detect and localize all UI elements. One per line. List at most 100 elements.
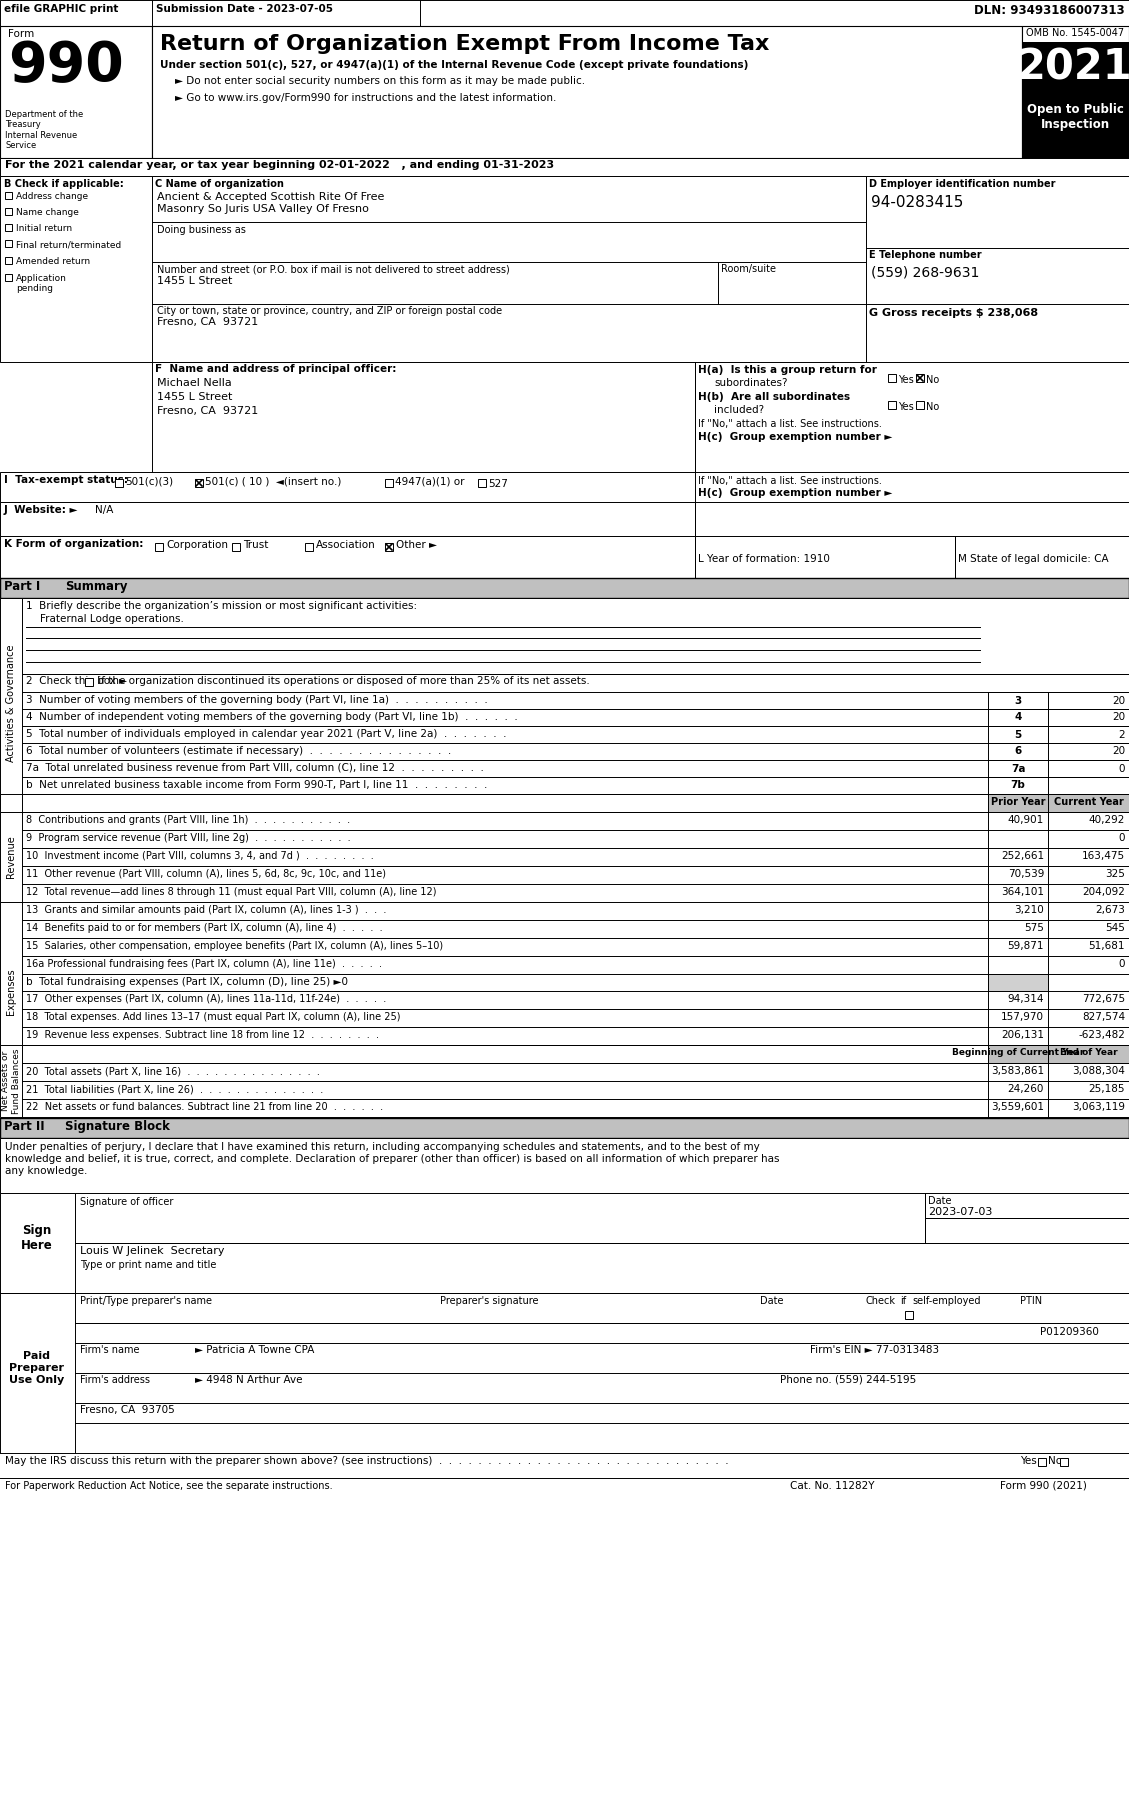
Bar [905, 1312, 913, 1319]
Text: 18  Total expenses. Add lines 13–17 (must equal Part IX, column (A), line 25): 18 Total expenses. Add lines 13–17 (must… [26, 1012, 401, 1021]
Bar [0, 902, 21, 1081]
Text: Date: Date [928, 1195, 952, 1206]
Bar [889, 374, 896, 383]
Text: H(a)  Is this a group return for: H(a) Is this a group return for [698, 365, 877, 375]
Text: 2  Check this box ►: 2 Check this box ► [26, 677, 128, 686]
Bar [21, 1045, 988, 1063]
Text: For Paperwork Reduction Act Notice, see the separate instructions.: For Paperwork Reduction Act Notice, see … [5, 1480, 333, 1491]
Text: 3  Number of voting members of the governing body (Part VI, line 1a)  .  .  .  .: 3 Number of voting members of the govern… [26, 695, 488, 706]
Bar [988, 691, 1048, 709]
Text: ► 4948 N Arthur Ave: ► 4948 N Arthur Ave [195, 1375, 303, 1386]
Text: 20: 20 [1112, 695, 1124, 706]
Text: (559) 268-9631: (559) 268-9631 [870, 265, 979, 279]
Text: Michael Nella: Michael Nella [157, 377, 231, 388]
Bar [988, 726, 1048, 744]
Text: Louis W Jelinek  Secretary: Louis W Jelinek Secretary [80, 1246, 225, 1255]
Text: 772,675: 772,675 [1082, 994, 1124, 1003]
Text: 2023-07-03: 2023-07-03 [928, 1206, 992, 1217]
Text: 4: 4 [1014, 713, 1022, 722]
Bar [988, 795, 1048, 813]
Bar [385, 542, 393, 551]
Text: Summary: Summary [65, 580, 128, 593]
Bar [916, 374, 924, 383]
Bar [5, 274, 12, 281]
Text: 10  Investment income (Part VIII, columns 3, 4, and 7d )  .  .  .  .  .  .  .  .: 10 Investment income (Part VIII, columns… [26, 851, 374, 862]
Bar [115, 479, 123, 486]
Bar [1048, 1045, 1129, 1063]
Text: Other ►: Other ► [396, 541, 437, 550]
Text: Activities & Governance: Activities & Governance [6, 644, 16, 762]
Text: Form 990 (2021): Form 990 (2021) [1000, 1480, 1087, 1491]
Text: 19  Revenue less expenses. Subtract line 18 from line 12  .  .  .  .  .  .  .  .: 19 Revenue less expenses. Subtract line … [26, 1030, 379, 1039]
Bar [155, 542, 163, 551]
Text: 827,574: 827,574 [1082, 1012, 1124, 1021]
Text: I  Tax-exempt status:: I Tax-exempt status: [5, 475, 128, 484]
Text: Print/Type preparer's name: Print/Type preparer's name [80, 1295, 212, 1306]
Bar [695, 363, 1129, 472]
Text: 3,583,861: 3,583,861 [991, 1067, 1044, 1076]
Text: 8  Contributions and grants (Part VIII, line 1h)  .  .  .  .  .  .  .  .  .  .  : 8 Contributions and grants (Part VIII, l… [26, 814, 350, 825]
Text: Phone no. (559) 244-5195: Phone no. (559) 244-5195 [780, 1375, 917, 1386]
Text: D Employer identification number: D Employer identification number [869, 180, 1056, 189]
Text: Fresno, CA  93705: Fresno, CA 93705 [80, 1406, 175, 1415]
Text: 51,681: 51,681 [1088, 941, 1124, 951]
Bar [1048, 709, 1129, 726]
Bar [0, 1045, 21, 1117]
Bar [988, 709, 1048, 726]
Text: included?: included? [714, 405, 764, 415]
Text: 94-0283415: 94-0283415 [870, 194, 963, 210]
Bar [0, 579, 1129, 599]
Text: Trust: Trust [243, 541, 269, 550]
Text: G Gross receipts $ 238,068: G Gross receipts $ 238,068 [869, 308, 1039, 317]
Text: No: No [926, 403, 939, 412]
Text: if the organization discontinued its operations or disposed of more than 25% of : if the organization discontinued its ope… [95, 677, 589, 686]
Bar [0, 1137, 1129, 1194]
Bar [695, 502, 1129, 535]
Text: PTIN: PTIN [1019, 1295, 1042, 1306]
Text: 1  Briefly describe the organization’s mission or most significant activities:: 1 Briefly describe the organization’s mi… [26, 600, 417, 611]
Bar [0, 599, 21, 807]
Bar [695, 535, 955, 579]
Bar [1060, 1458, 1068, 1466]
Text: b  Net unrelated business taxable income from Form 990-T, Part I, line 11  .  . : b Net unrelated business taxable income … [26, 780, 488, 791]
Bar [0, 0, 1129, 25]
Bar [925, 1217, 1129, 1243]
Text: 4  Number of independent voting members of the governing body (Part VI, line 1b): 4 Number of independent voting members o… [26, 713, 518, 722]
Text: 14  Benefits paid to or for members (Part IX, column (A), line 4)  .  .  .  .  .: 14 Benefits paid to or for members (Part… [26, 923, 383, 932]
Text: Yes: Yes [898, 375, 913, 385]
Bar [0, 813, 21, 902]
Text: 70,539: 70,539 [1007, 869, 1044, 880]
Text: 7a  Total unrelated business revenue from Part VIII, column (C), line 12  .  .  : 7a Total unrelated business revenue from… [26, 764, 484, 773]
Text: -623,482: -623,482 [1078, 1030, 1124, 1039]
Text: 15  Salaries, other compensation, employee benefits (Part IX, column (A), lines : 15 Salaries, other compensation, employe… [26, 941, 443, 951]
Text: 325: 325 [1105, 869, 1124, 880]
Text: 20: 20 [1112, 747, 1124, 756]
Text: M State of legal domicile: CA: M State of legal domicile: CA [959, 553, 1109, 564]
Text: OMB No. 1545-0047: OMB No. 1545-0047 [1026, 27, 1124, 38]
Text: 20: 20 [1112, 713, 1124, 722]
Text: Return of Organization Exempt From Income Tax: Return of Organization Exempt From Incom… [160, 34, 769, 54]
Bar [988, 1045, 1048, 1063]
Text: No: No [1048, 1457, 1062, 1466]
Bar [385, 479, 393, 486]
Text: Under section 501(c), 527, or 4947(a)(1) of the Internal Revenue Code (except pr: Under section 501(c), 527, or 4947(a)(1)… [160, 60, 749, 71]
Bar [152, 176, 866, 363]
Text: ► Patricia A Towne CPA: ► Patricia A Towne CPA [195, 1344, 314, 1355]
Text: Fraternal Lodge operations.: Fraternal Lodge operations. [40, 613, 184, 624]
Text: 0: 0 [1119, 764, 1124, 773]
Text: Yes: Yes [1019, 1457, 1036, 1466]
Text: Yes: Yes [898, 403, 913, 412]
Text: 9  Program service revenue (Part VIII, line 2g)  .  .  .  .  .  .  .  .  .  .  .: 9 Program service revenue (Part VIII, li… [26, 833, 351, 844]
Text: Initial return: Initial return [16, 223, 72, 232]
Text: C Name of organization: C Name of organization [155, 180, 283, 189]
Bar [0, 795, 21, 813]
Text: Application
pending: Application pending [16, 274, 67, 294]
Text: 1455 L Street: 1455 L Street [157, 276, 233, 287]
Text: Paid
Preparer
Use Only: Paid Preparer Use Only [9, 1351, 64, 1384]
Bar [21, 795, 988, 813]
Text: 545: 545 [1105, 923, 1124, 932]
Text: Association: Association [316, 541, 376, 550]
Text: Form: Form [8, 29, 34, 38]
Text: Prior Year: Prior Year [991, 796, 1045, 807]
Text: 7b: 7b [1010, 780, 1025, 791]
